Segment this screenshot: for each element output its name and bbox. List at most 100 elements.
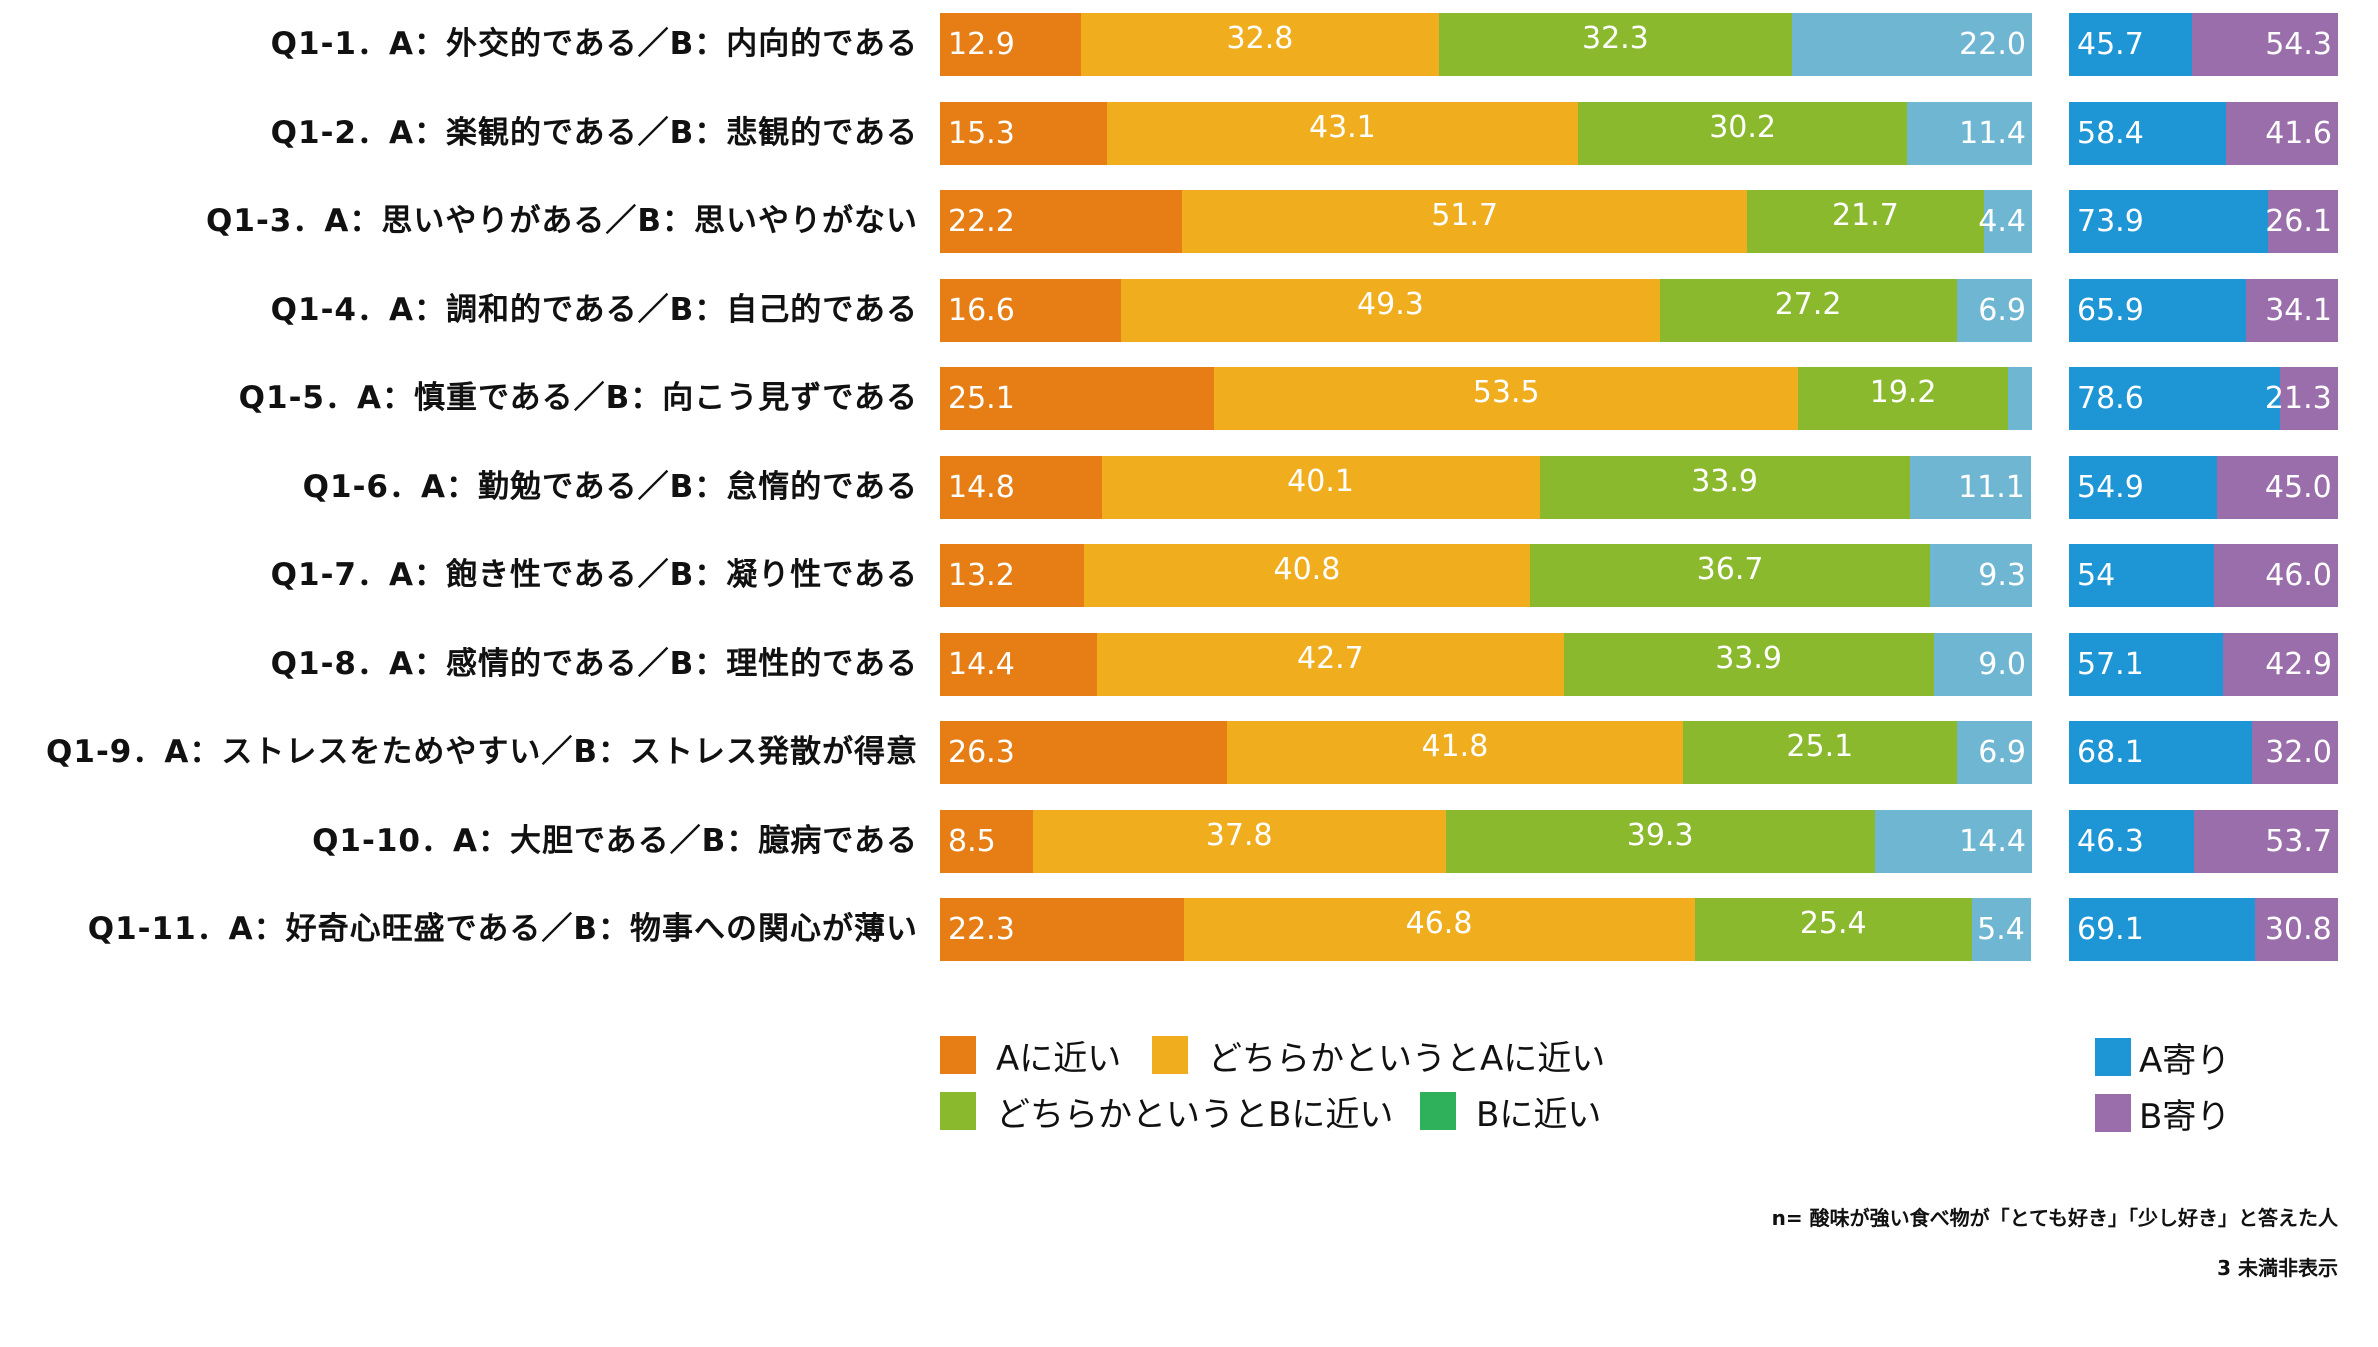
bar-segment: 32.3	[1439, 13, 1792, 76]
bar-segment: 22.0	[1791, 13, 2032, 76]
data-label: 25.4	[1799, 906, 1867, 941]
data-label: 42.7	[1296, 640, 1364, 676]
data-label: 46.3	[2077, 823, 2144, 859]
bar-segment: 42.7	[1097, 632, 1564, 696]
bar-segment: 36.7	[1529, 544, 1931, 607]
stacked-bar: 25.1 53.5 19.2	[940, 367, 2032, 430]
legend-item-a-close: Aに近い	[940, 1033, 1122, 1079]
bar-segment: 14.8	[940, 455, 1102, 519]
data-label: 5.4	[1977, 912, 2025, 947]
bar-segment: 21.7	[1746, 190, 1984, 253]
bar-segment: 39.3	[1445, 809, 1875, 873]
chart-row: Q1-6．A：勤勉である／B：怠惰的である 14.8 40.1 33.9 11.1 54.…	[0, 455, 2378, 519]
data-label: 57.1	[2077, 646, 2144, 682]
stacked-bar: 14.4 42.7 33.9 9.0	[940, 632, 2032, 696]
bar-segment: 4.4	[1978, 190, 2032, 253]
data-label: 33.9	[1691, 463, 1758, 499]
summary-segment: 69.1	[2069, 898, 2255, 961]
bar-segment: 14.4	[1874, 809, 2032, 873]
summary-segment: 30.8	[2254, 898, 2338, 961]
category-label: Q1-6．A：勤勉である／B：怠惰的である	[302, 468, 918, 505]
summary-bar: 68.1 32.0	[2069, 721, 2338, 784]
bar-segment: 9.3	[1930, 544, 2032, 607]
category-label: Q1-2．A：楽観的である／B：悲観的である	[270, 114, 918, 151]
summary-bar: 57.1 42.9	[2069, 632, 2338, 696]
summary-bar: 54 46.0	[2069, 544, 2338, 607]
bar-segment: 37.8	[1032, 809, 1446, 873]
bar-segment: 8.5	[940, 809, 1033, 873]
summary-segment: 46.0	[2214, 544, 2338, 607]
data-label: 45.7	[2077, 27, 2144, 62]
data-label: 51.7	[1431, 198, 1499, 233]
legend-item-b-leaning: B寄り	[2095, 1091, 2231, 1137]
stacked-bar: 26.3 41.8 25.1 6.9	[940, 721, 2032, 784]
summary-segment: 21.3	[2265, 367, 2338, 430]
data-label: 15.3	[948, 115, 1015, 151]
summary-segment: 68.1	[2069, 721, 2252, 784]
data-label: 46.8	[1405, 906, 1473, 941]
bar-segment: 43.1	[1107, 101, 1578, 165]
chart-row: Q1-9．A：ストレスをためやすい／B：ストレス発散が得意 26.3 41.8 25.…	[0, 721, 2378, 784]
threshold-note: 3 未満非表示	[2217, 1256, 2338, 1280]
bar-segment: 22.2	[940, 190, 1183, 253]
data-label: 25.1	[948, 381, 1015, 416]
stacked-bar: 8.5 37.8 39.3 14.4	[940, 809, 2032, 873]
legend-label: A寄り	[2139, 1040, 2231, 1081]
data-label: 36.7	[1696, 552, 1764, 587]
bar-segment: 41.8	[1226, 721, 1683, 784]
legend-label: B寄り	[2139, 1096, 2231, 1137]
data-label: 78.6	[2077, 381, 2144, 416]
bar-segment: 13.2	[940, 544, 1085, 607]
bar-segment: 51.7	[1182, 190, 1747, 253]
legend-item-rather-a: どちらかというとAに近い	[1152, 1033, 1605, 1079]
summary-segment: 54	[2069, 544, 2215, 607]
data-label: 69.1	[2077, 912, 2144, 947]
category-label: Q1-9．A：ストレスをためやすい／B：ストレス発散が得意	[46, 734, 918, 770]
data-label: 45.0	[2264, 469, 2332, 505]
data-label: 6.9	[1978, 735, 2026, 770]
stacked-bar: 13.2 40.8 36.7 9.3	[940, 544, 2032, 607]
data-label: 43.1	[1308, 109, 1376, 145]
summary-segment: 78.6	[2069, 367, 2281, 430]
data-label: 65.9	[2077, 292, 2144, 328]
legend-item-b-close: Bに近い	[1420, 1089, 1601, 1135]
bar-segment: 11.1	[1909, 455, 2031, 519]
stacked-bar: 14.8 40.1 33.9 11.1	[940, 455, 2032, 519]
data-label: 39.3	[1626, 817, 1694, 853]
data-label: 54.9	[2077, 469, 2144, 505]
legend-item-a-leaning: A寄り	[2095, 1035, 2231, 1081]
stacked-bar: 22.2 51.7 21.7 4.4	[940, 190, 2032, 253]
data-label: 22.0	[1959, 27, 2026, 62]
summary-segment: 53.7	[2193, 809, 2338, 873]
bar-segment: 6.9	[1956, 721, 2032, 784]
bar-segment: 14.4	[940, 632, 1098, 696]
data-label: 27.2	[1774, 286, 1842, 322]
bar-segment: 33.9	[1563, 632, 1934, 696]
bar-segment: 30.2	[1577, 101, 1908, 165]
data-label: 22.3	[948, 912, 1015, 947]
legend-label: Aに近い	[996, 1038, 1122, 1079]
data-label: 21.7	[1832, 198, 1899, 233]
bar-segment: 11.4	[1907, 101, 2032, 165]
chart-row: Q1-8．A：感情的である／B：理性的である 14.4 42.7 33.9 9.0 57.…	[0, 632, 2378, 696]
data-label: 11.1	[1958, 469, 2025, 505]
data-label: 9.3	[1978, 558, 2026, 593]
data-label: 53.7	[2265, 823, 2332, 859]
summary-bar: 54.9 45.0	[2069, 455, 2338, 519]
bar-segment: 12.9	[940, 13, 1081, 76]
summary-bar: 65.9 34.1	[2069, 278, 2338, 342]
bar-segment: 5.4	[1971, 898, 2031, 961]
category-label: Q1-7．A：飽き性である／B：凝り性である	[270, 557, 918, 593]
data-label: 42.9	[2265, 646, 2332, 682]
bar-segment: 15.3	[940, 101, 1108, 165]
data-label: 41.6	[2265, 115, 2332, 151]
data-label: 32.0	[2265, 735, 2332, 770]
legend-swatch	[2095, 1094, 2131, 1132]
data-label: 46.0	[2265, 558, 2332, 593]
category-label: Q1-5．A：慎重である／B：向こう見ずである	[238, 380, 918, 416]
category-label: Q1-8．A：感情的である／B：理性的である	[270, 645, 918, 682]
legend-swatch	[1420, 1092, 1456, 1130]
stacked-bar: 16.6 49.3 27.2 6.9	[940, 278, 2032, 342]
category-label: Q1-11．A：好奇心旺盛である／B：物事への関心が薄い	[87, 911, 918, 947]
bar-segment: 33.9	[1539, 455, 1910, 519]
